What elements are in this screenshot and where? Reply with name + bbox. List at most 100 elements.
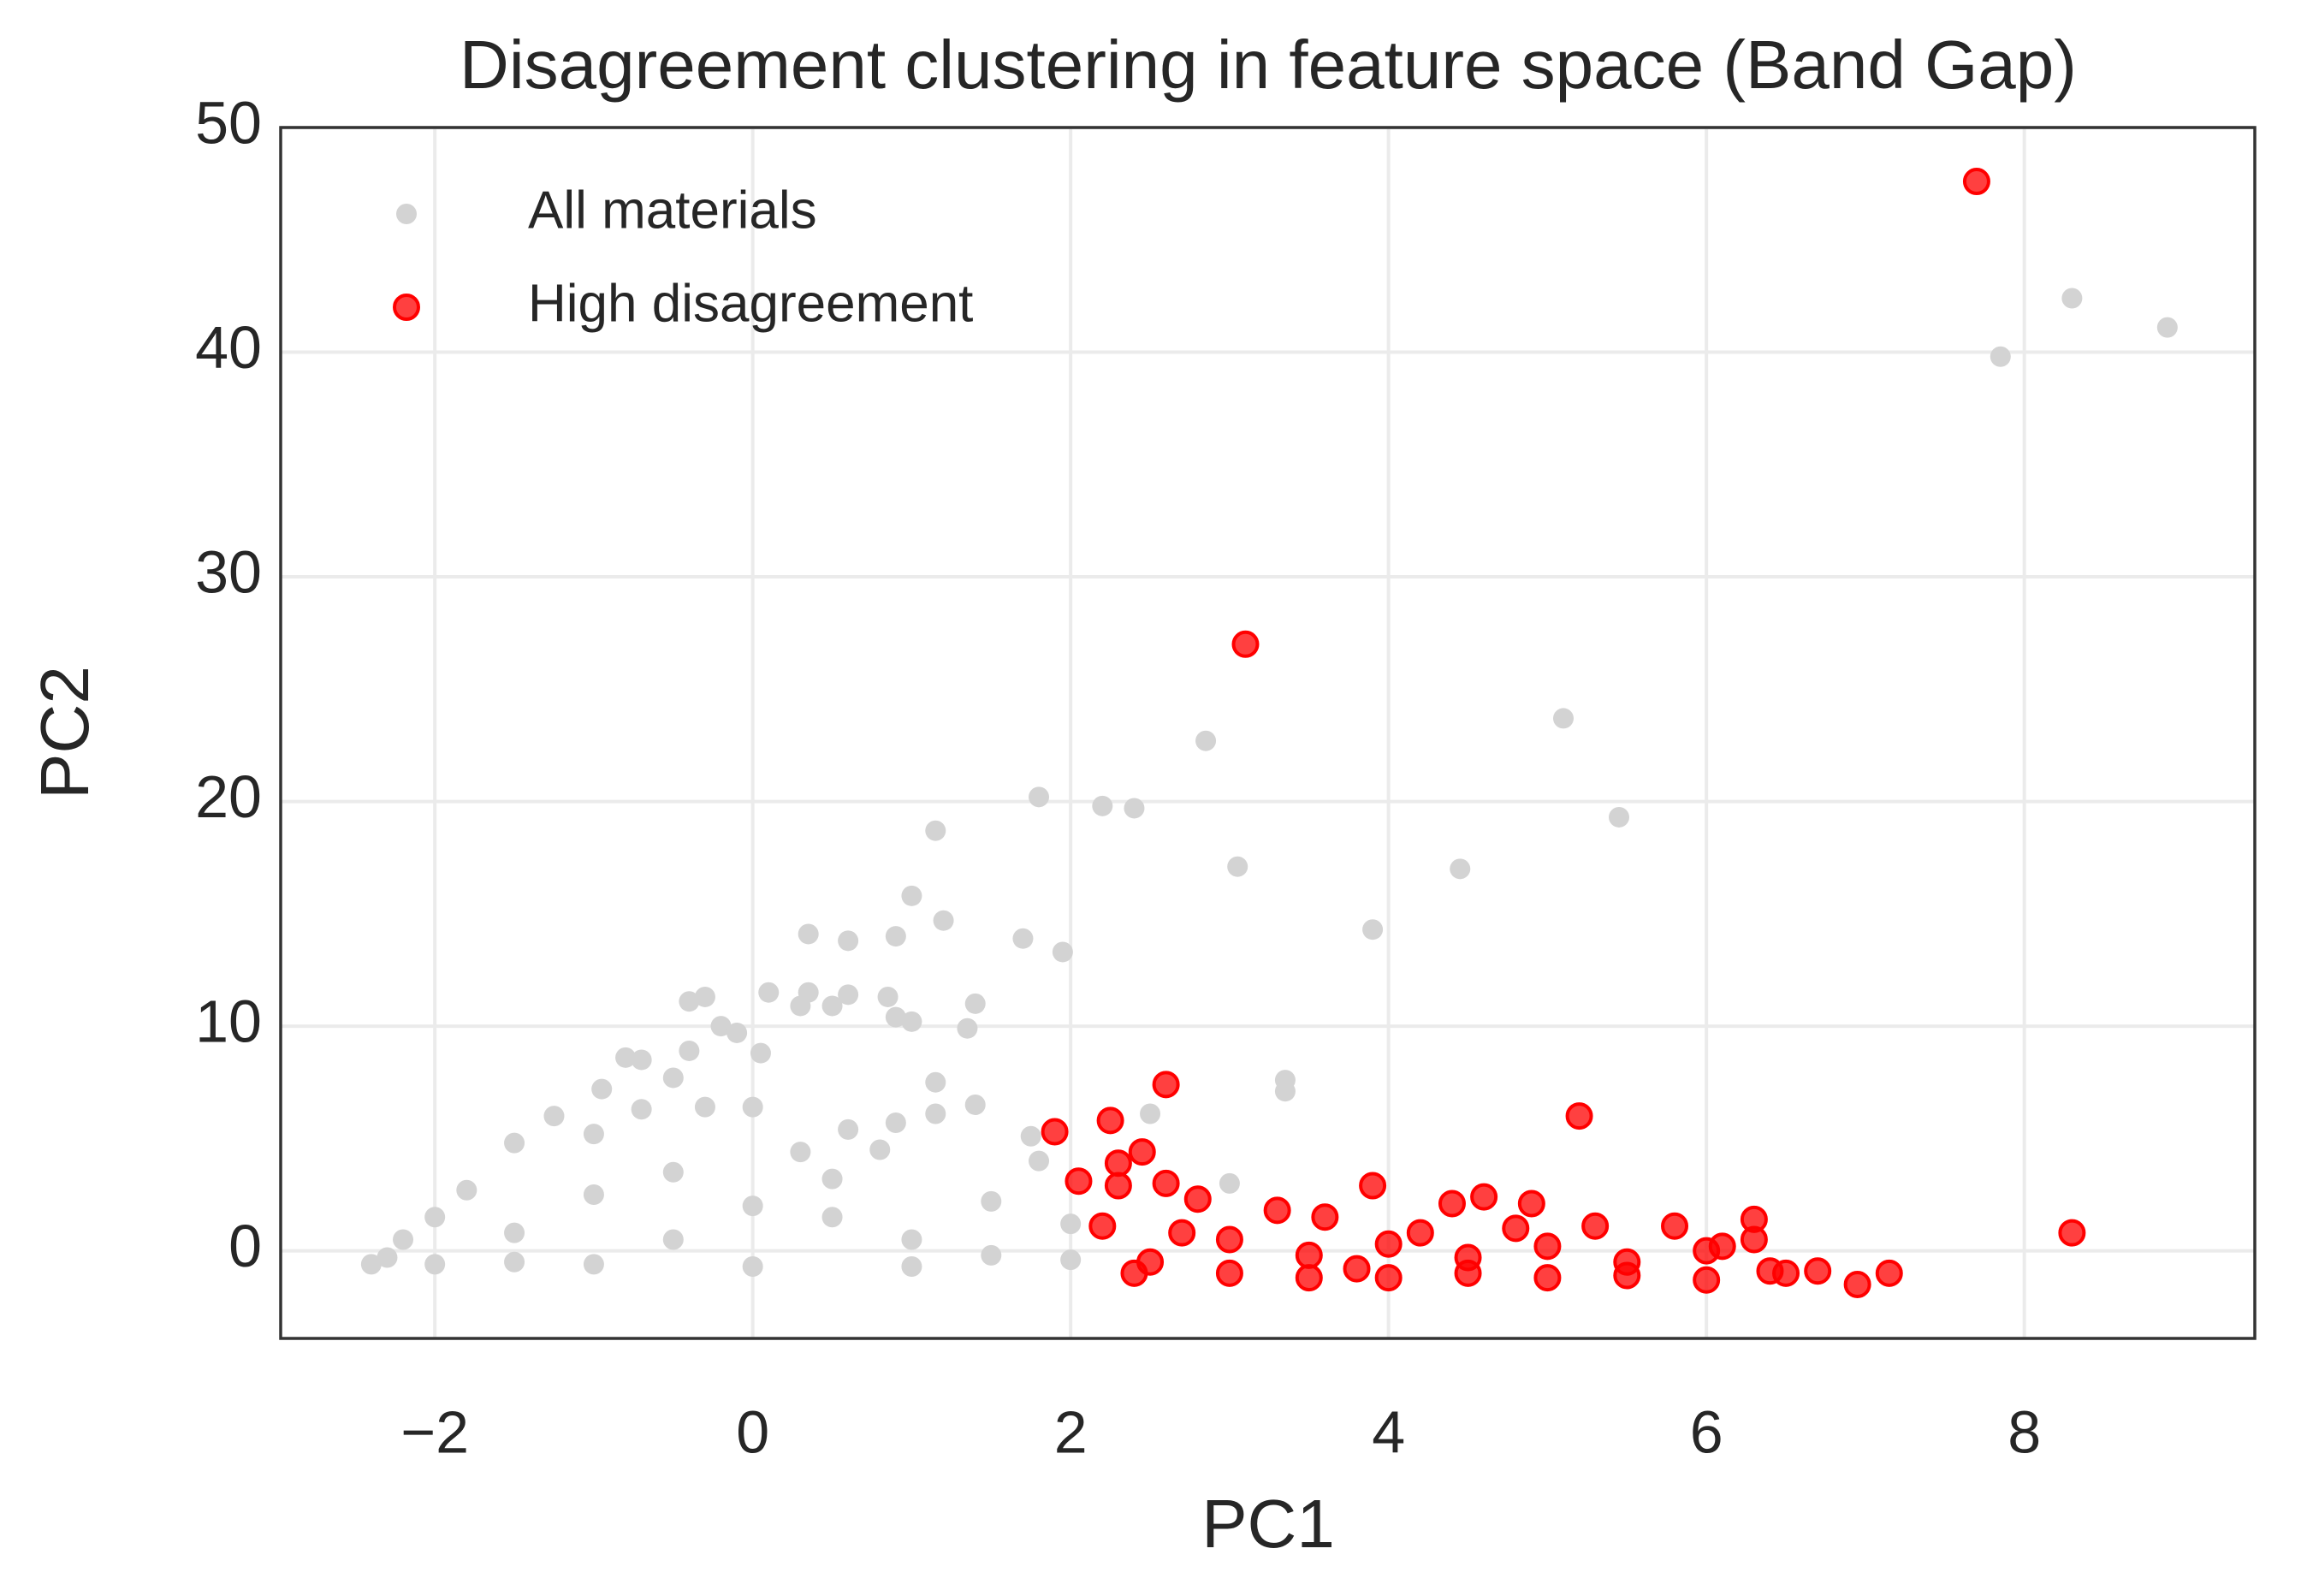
data-point — [1406, 1219, 1434, 1247]
data-point — [964, 993, 986, 1014]
data-point — [1060, 1249, 1082, 1271]
data-point — [1227, 856, 1248, 877]
data-point — [1215, 1225, 1243, 1254]
data-point — [1128, 1138, 1156, 1166]
data-point — [1359, 1172, 1387, 1200]
plot-frame — [279, 126, 2257, 1340]
data-point — [1450, 858, 1471, 880]
data-point — [1374, 1264, 1403, 1292]
data-point — [1517, 1190, 1545, 1218]
data-point — [1374, 1230, 1403, 1258]
x-tick-label: 6 — [1690, 1398, 1723, 1465]
data-point — [2058, 1219, 2086, 1247]
data-point — [1470, 1183, 1498, 1211]
data-point — [1219, 1172, 1240, 1194]
data-point — [1052, 941, 1073, 963]
data-point — [821, 1168, 843, 1190]
legend-text: High disagreement — [528, 274, 973, 333]
data-point — [1012, 928, 1034, 949]
y-axis-label: PC2 — [27, 666, 103, 799]
data-point — [591, 1078, 613, 1100]
data-point — [821, 1207, 843, 1228]
data-point — [679, 1040, 700, 1061]
data-point — [1533, 1232, 1562, 1261]
data-point — [583, 1124, 604, 1145]
data-point — [360, 1254, 382, 1275]
data-point — [1740, 1225, 1768, 1254]
data-point — [424, 1207, 446, 1228]
legend-text: All materials — [528, 181, 817, 240]
data-point — [901, 1011, 922, 1032]
data-point — [925, 1071, 946, 1093]
data-point — [869, 1139, 891, 1160]
data-point — [838, 1118, 859, 1140]
data-point — [504, 1251, 525, 1273]
data-point — [1183, 1185, 1212, 1213]
data-point — [1661, 1212, 1689, 1240]
data-point — [504, 1132, 525, 1154]
data-point — [726, 1022, 748, 1043]
data-point — [1096, 1107, 1124, 1135]
data-point — [1295, 1264, 1323, 1292]
data-point — [1343, 1255, 1371, 1283]
data-point — [1990, 346, 2011, 367]
data-point — [662, 1161, 684, 1183]
data-point — [1875, 1259, 1903, 1287]
data-point — [1274, 1081, 1296, 1102]
data-point — [964, 1094, 986, 1115]
data-point — [1581, 1212, 1610, 1240]
data-point — [957, 1018, 978, 1039]
y-tick-label: 40 — [195, 314, 262, 381]
data-point — [424, 1254, 446, 1275]
data-point — [1104, 1149, 1132, 1178]
data-point — [742, 1255, 763, 1277]
data-point — [679, 991, 700, 1012]
data-point — [1041, 1118, 1069, 1146]
data-point — [1092, 795, 1113, 816]
data-point — [1565, 1102, 1593, 1130]
x-tick-label: 2 — [1054, 1398, 1088, 1465]
data-point — [1962, 168, 1990, 196]
chart-title: Disagreement clustering in feature space… — [460, 27, 2077, 103]
data-point — [1029, 1150, 1050, 1172]
data-point — [1152, 1169, 1180, 1197]
data-point — [1124, 798, 1145, 819]
data-point — [456, 1179, 477, 1201]
data-point — [901, 1255, 922, 1277]
points — [360, 168, 2178, 1298]
data-point — [933, 910, 954, 931]
legend-marker — [393, 294, 420, 321]
data-point — [1708, 1232, 1736, 1261]
data-point — [901, 885, 922, 906]
data-point — [694, 986, 715, 1007]
data-point — [1029, 786, 1050, 808]
data-point — [710, 1016, 732, 1037]
data-point — [1609, 806, 1630, 828]
data-point — [583, 1254, 604, 1275]
data-point — [1552, 708, 1574, 729]
data-point — [877, 986, 898, 1007]
data-point — [1065, 1167, 1093, 1196]
data-point — [925, 1103, 946, 1124]
data-point — [798, 923, 819, 945]
x-tick-label: −2 — [400, 1398, 469, 1465]
data-point — [504, 1222, 525, 1243]
data-point — [615, 1047, 637, 1068]
data-point — [742, 1196, 763, 1217]
data-point — [1231, 630, 1260, 658]
data-point — [758, 982, 780, 1003]
data-point — [925, 820, 946, 841]
data-point — [1295, 1241, 1323, 1269]
data-point — [821, 995, 843, 1017]
data-point — [1168, 1219, 1196, 1247]
data-point — [1215, 1259, 1243, 1287]
data-point — [790, 1142, 811, 1163]
data-point — [1311, 1203, 1339, 1231]
data-point — [1088, 1212, 1117, 1240]
data-point — [1502, 1214, 1530, 1243]
data-point — [1438, 1190, 1466, 1218]
legend: All materials High disagreement — [393, 181, 973, 333]
data-point — [1060, 1213, 1082, 1235]
data-point — [1195, 730, 1217, 751]
